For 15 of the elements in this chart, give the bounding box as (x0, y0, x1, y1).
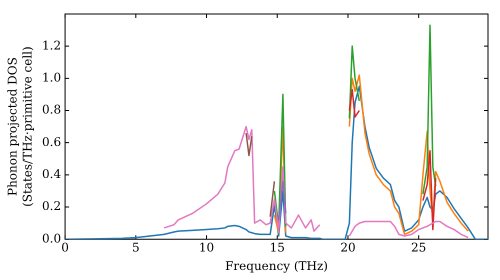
y-tick-label: 0.4 (42, 166, 62, 181)
x-tick-label: 15 (270, 240, 285, 255)
x-tick-label: 5 (132, 240, 140, 255)
y-axis-title: Phonon projected DOS (States/THz·primitive cell) (6, 46, 35, 207)
x-axis-title: Frequency (THz) (225, 258, 328, 273)
x-tick-label: 0 (61, 240, 69, 255)
y-tick-label: 1.0 (42, 70, 62, 84)
y-tick-label: 0.0 (42, 231, 62, 246)
y-tick-label: 0.6 (42, 134, 62, 149)
y-tick-label: 0.2 (42, 199, 62, 214)
x-tick-label: 25 (411, 240, 426, 255)
y-tick-label: 0.8 (42, 102, 62, 117)
y-tick-label: 1.2 (42, 38, 62, 52)
x-tick-label: 20 (340, 240, 356, 255)
x-tick-label: 10 (198, 240, 214, 255)
